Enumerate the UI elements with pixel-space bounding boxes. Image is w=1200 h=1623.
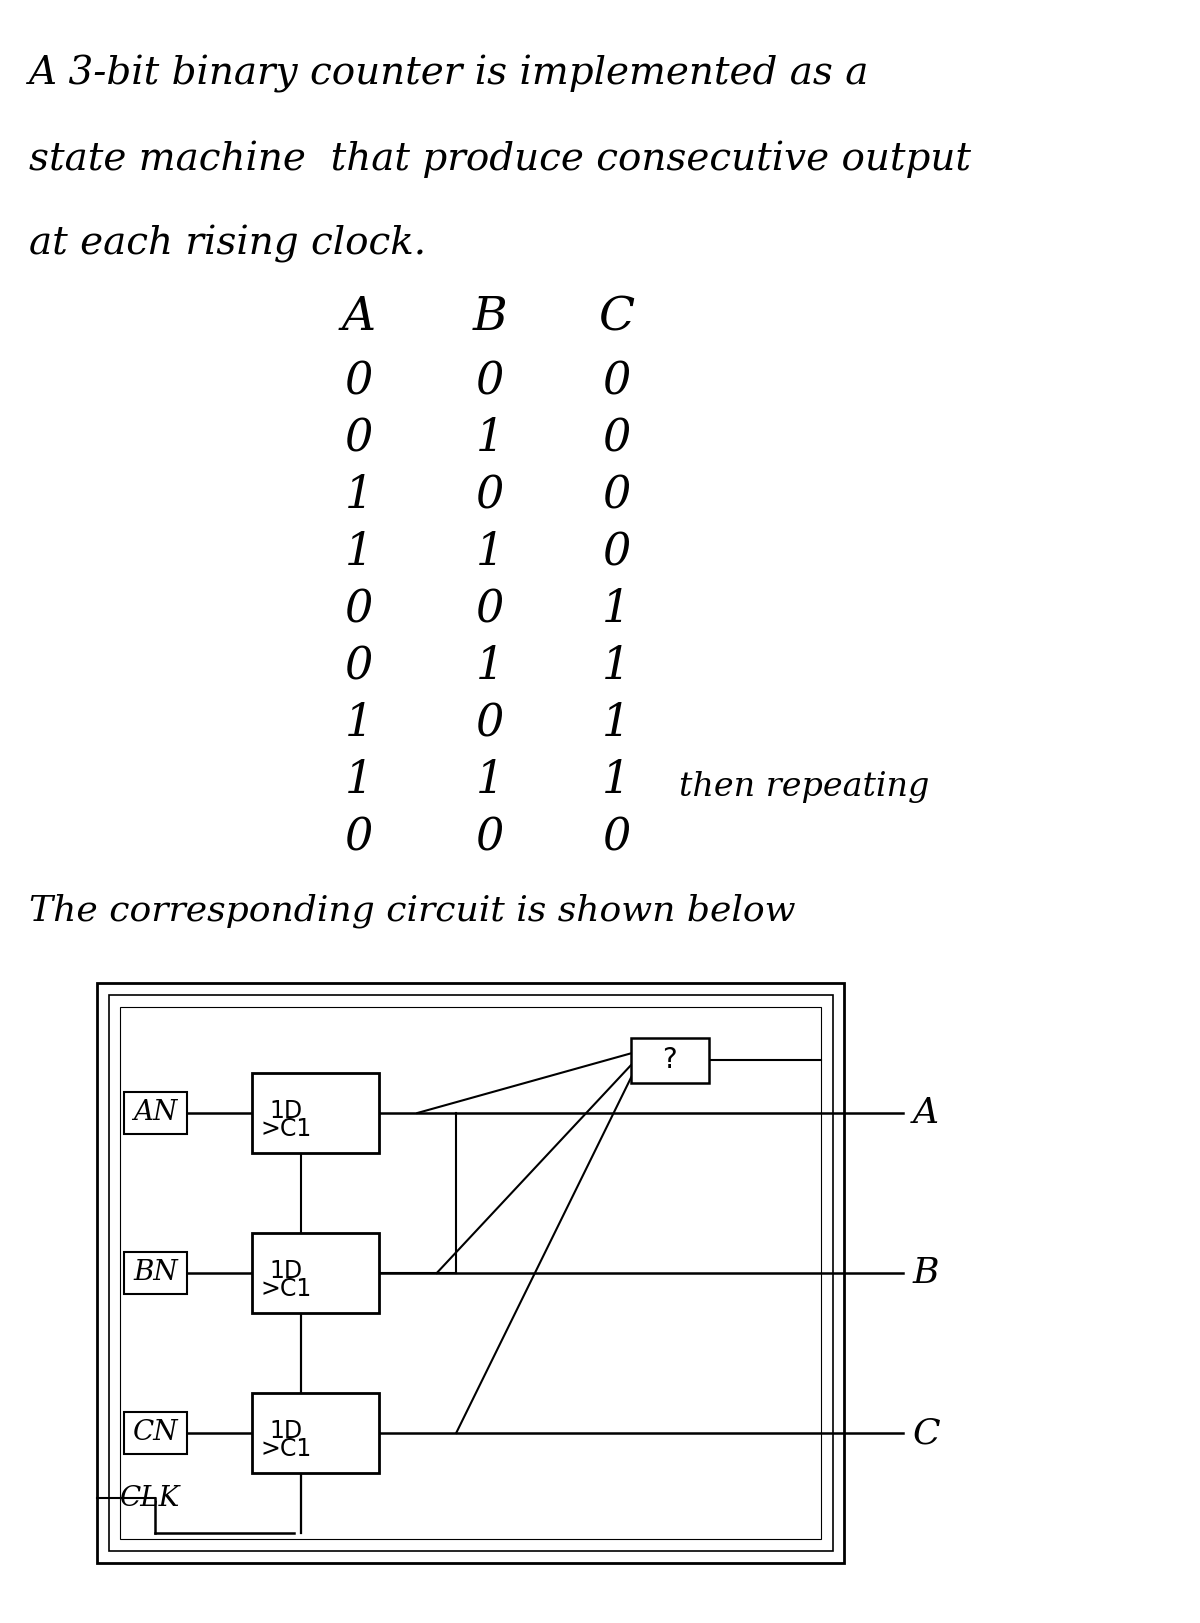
Bar — [97, 984, 845, 1563]
Bar — [252, 1393, 378, 1474]
Text: 0: 0 — [476, 816, 504, 859]
Text: 0: 0 — [344, 360, 373, 403]
Text: 1: 1 — [476, 760, 504, 802]
Text: 1: 1 — [344, 474, 373, 518]
Text: 0: 0 — [476, 474, 504, 518]
Text: 1: 1 — [602, 588, 630, 631]
Text: 1: 1 — [344, 760, 373, 802]
Bar — [631, 1039, 708, 1083]
Bar — [120, 1006, 821, 1539]
Text: 1: 1 — [602, 644, 630, 688]
Text: 1: 1 — [602, 703, 630, 745]
Text: state machine  that produce consecutive output: state machine that produce consecutive o… — [29, 140, 971, 177]
Text: 0: 0 — [602, 417, 630, 461]
Text: 0: 0 — [344, 644, 373, 688]
Bar — [125, 1412, 187, 1454]
Text: 0: 0 — [602, 474, 630, 518]
Text: BN: BN — [133, 1259, 178, 1287]
Text: 1D: 1D — [270, 1419, 302, 1443]
Text: 0: 0 — [344, 816, 373, 859]
Text: 1: 1 — [344, 703, 373, 745]
Text: AN: AN — [133, 1099, 178, 1126]
Text: A 3-bit binary counter is implemented as a: A 3-bit binary counter is implemented as… — [29, 55, 870, 93]
Bar — [125, 1092, 187, 1134]
Text: 1: 1 — [344, 531, 373, 575]
Text: B: B — [912, 1256, 938, 1290]
Text: 0: 0 — [602, 816, 630, 859]
Text: 1D: 1D — [270, 1099, 302, 1123]
Text: >C1: >C1 — [260, 1436, 311, 1461]
Text: CLK: CLK — [120, 1485, 181, 1511]
Text: at each rising clock.: at each rising clock. — [29, 226, 426, 263]
Text: C: C — [599, 295, 635, 341]
Text: then repeating: then repeating — [679, 771, 930, 803]
Text: 0: 0 — [602, 531, 630, 575]
Text: ?: ? — [662, 1045, 677, 1074]
Text: >C1: >C1 — [260, 1277, 311, 1302]
Text: 0: 0 — [344, 417, 373, 461]
Text: The corresponding circuit is shown below: The corresponding circuit is shown below — [29, 893, 796, 927]
Bar — [125, 1251, 187, 1294]
Text: 0: 0 — [602, 360, 630, 403]
Text: A: A — [342, 295, 376, 341]
Text: 1: 1 — [602, 760, 630, 802]
Text: 0: 0 — [476, 588, 504, 631]
Text: A: A — [912, 1096, 938, 1130]
Text: 0: 0 — [344, 588, 373, 631]
Text: 1: 1 — [476, 531, 504, 575]
Text: 1D: 1D — [270, 1259, 302, 1284]
Bar — [252, 1233, 378, 1313]
Text: 1: 1 — [476, 417, 504, 461]
Text: C: C — [912, 1415, 940, 1449]
Text: B: B — [473, 295, 508, 341]
Text: 0: 0 — [476, 360, 504, 403]
Text: CN: CN — [132, 1420, 178, 1446]
Bar — [109, 995, 833, 1552]
Bar — [252, 1073, 378, 1152]
Text: 1: 1 — [476, 644, 504, 688]
Text: 0: 0 — [476, 703, 504, 745]
Text: >C1: >C1 — [260, 1117, 311, 1141]
